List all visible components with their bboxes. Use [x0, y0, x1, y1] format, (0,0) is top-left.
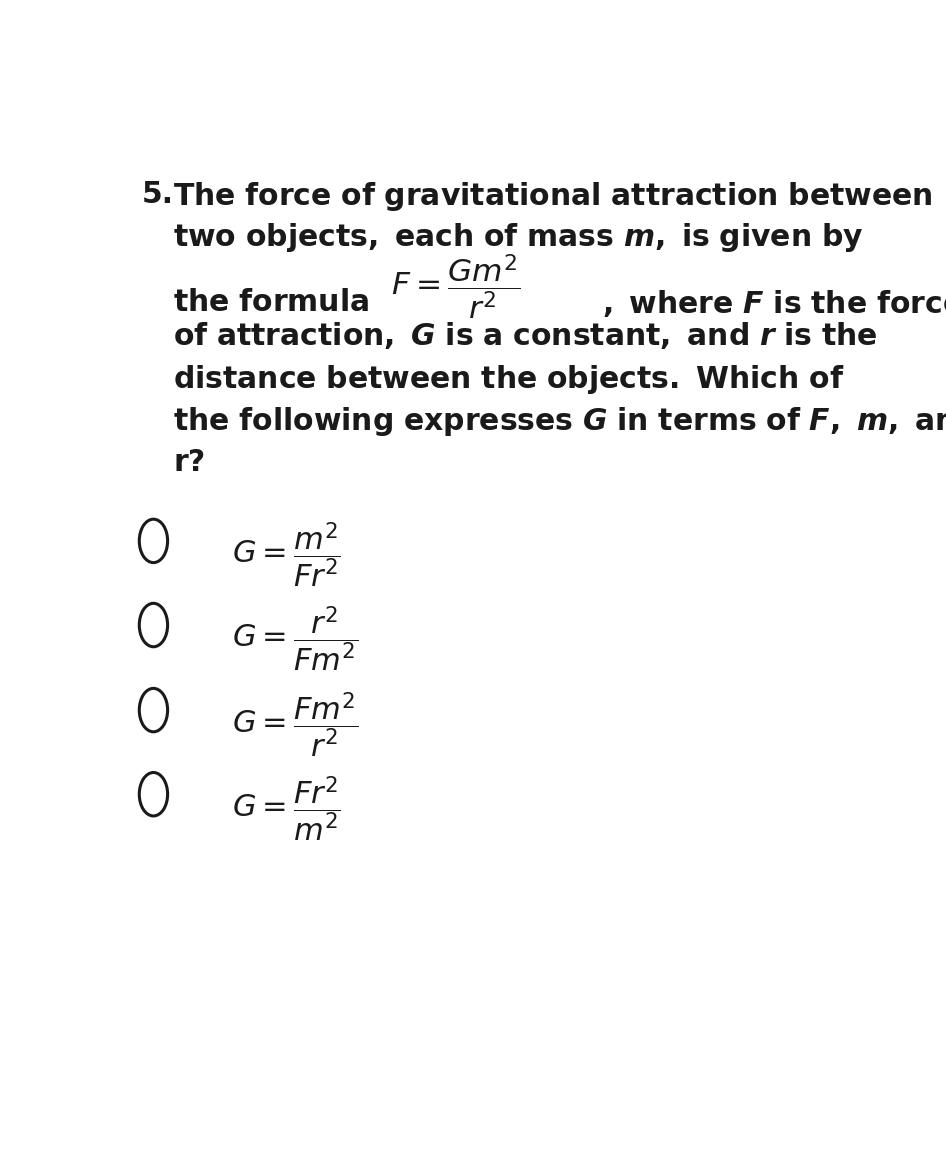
Text: $\mathbf{,\ where\ }$$\boldsymbol{F}$$\mathbf{\ is\ the\ force}$: $\mathbf{,\ where\ }$$\boldsymbol{F}$$\m… [603, 289, 946, 320]
Text: $G = \dfrac{Fm^2}{r^2}$: $G = \dfrac{Fm^2}{r^2}$ [232, 690, 358, 759]
Text: 5.: 5. [142, 180, 174, 209]
Text: $\mathbf{the\ formula}$: $\mathbf{the\ formula}$ [173, 289, 369, 317]
Text: $\mathbf{r?}$: $\mathbf{r?}$ [173, 448, 205, 477]
Text: $G = \dfrac{r^2}{Fm^2}$: $G = \dfrac{r^2}{Fm^2}$ [232, 605, 358, 674]
Text: $\mathbf{of\ attraction,\ }$$\boldsymbol{G}$$\mathbf{\ is\ a\ constant,\ and\ }$: $\mathbf{of\ attraction,\ }$$\boldsymbol… [173, 320, 878, 351]
Text: $\mathbf{the\ following\ expresses\ }$$\boldsymbol{G}$$\mathbf{\ in\ terms\ of\ : $\mathbf{the\ following\ expresses\ }$$\… [173, 405, 946, 438]
Text: $\mathbf{distance\ between\ the\ objects.\ Which\ of}$: $\mathbf{distance\ between\ the\ objects… [173, 363, 845, 396]
Text: $\mathbf{The\ force\ of\ gravitational\ attraction\ between}$: $\mathbf{The\ force\ of\ gravitational\ … [173, 180, 933, 213]
Text: $G = \dfrac{Fr^2}{m^2}$: $G = \dfrac{Fr^2}{m^2}$ [232, 774, 341, 844]
Text: $\mathbf{two\ objects,\ each\ of\ mass\ }$$\boldsymbol{m}$$\mathbf{,\ is\ given\: $\mathbf{two\ objects,\ each\ of\ mass\ … [173, 221, 864, 254]
Text: $F = \dfrac{Gm^2}{r^2}$: $F = \dfrac{Gm^2}{r^2}$ [391, 253, 520, 322]
Text: $G = \dfrac{m^2}{Fr^2}$: $G = \dfrac{m^2}{Fr^2}$ [232, 521, 341, 590]
